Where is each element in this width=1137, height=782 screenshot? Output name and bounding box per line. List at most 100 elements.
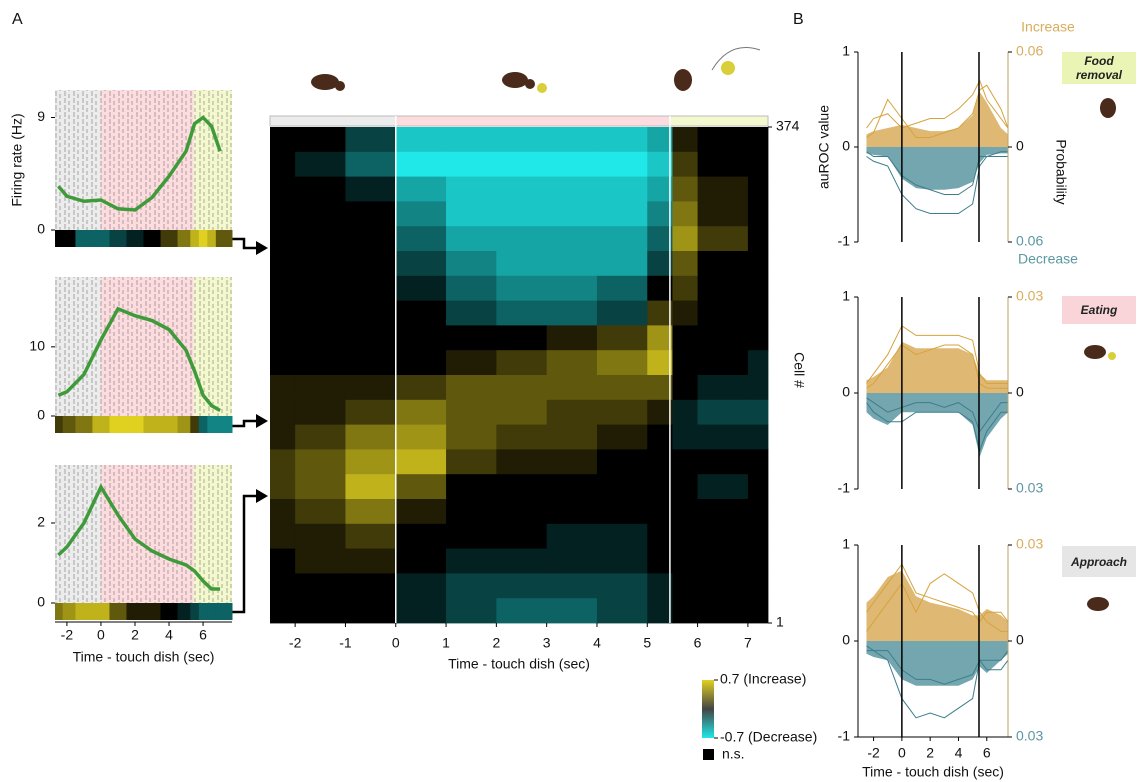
x-tick-label: 2 bbox=[131, 627, 139, 643]
auroc-line bbox=[866, 573, 1008, 632]
x-tick-label: -2 bbox=[867, 745, 880, 761]
heat-cell bbox=[446, 573, 497, 599]
mouse-icon bbox=[1084, 345, 1106, 359]
heat-cell bbox=[345, 226, 397, 252]
arrowheads bbox=[256, 241, 268, 503]
y2-tick-label: 0 bbox=[1016, 138, 1024, 154]
heat-cell bbox=[345, 499, 397, 525]
x-tick-label: -2 bbox=[289, 635, 302, 651]
heat-cell bbox=[596, 300, 648, 326]
auroc-strip bbox=[207, 416, 217, 433]
heat-cell bbox=[596, 151, 648, 177]
panel-label: B bbox=[793, 11, 804, 28]
heat-cell bbox=[496, 300, 548, 326]
heat-cell bbox=[647, 598, 673, 624]
heat-cell bbox=[747, 598, 769, 624]
mouse-icon bbox=[674, 69, 692, 91]
heat-cell bbox=[747, 350, 769, 376]
heat-cell bbox=[345, 127, 397, 153]
auroc-strip bbox=[109, 230, 127, 247]
heat-cell bbox=[496, 573, 548, 599]
arrowhead bbox=[256, 414, 268, 428]
colorbar-label: 0.7 (Increase) bbox=[720, 671, 806, 687]
heat-cell bbox=[697, 151, 749, 177]
y-axis-label: Firing rate (Hz) bbox=[9, 113, 25, 206]
auroc-line bbox=[866, 151, 1008, 195]
heat-cell bbox=[747, 424, 769, 450]
auroc-strip bbox=[92, 416, 110, 433]
heat-cell bbox=[672, 325, 698, 351]
heat-cell bbox=[596, 176, 648, 202]
heat-cell bbox=[496, 598, 548, 624]
y-tick-label: -1 bbox=[838, 480, 851, 496]
heat-cell bbox=[672, 548, 698, 574]
heat-cell bbox=[345, 251, 397, 277]
heat-cell bbox=[395, 127, 447, 153]
heat-cell bbox=[596, 474, 648, 500]
y-tick-label: 1 bbox=[842, 288, 850, 304]
heat-cell bbox=[747, 449, 769, 475]
heat-cell bbox=[446, 350, 497, 376]
heat-cell bbox=[647, 523, 673, 549]
heat-cell bbox=[596, 251, 648, 277]
auroc-strip bbox=[143, 603, 162, 620]
heat-cell bbox=[672, 499, 698, 525]
auroc-strip bbox=[126, 603, 144, 620]
heat-cell bbox=[395, 226, 447, 252]
heat-cell bbox=[697, 201, 749, 227]
heat-cell bbox=[672, 275, 698, 301]
heat-cell bbox=[647, 251, 673, 277]
heat-cell bbox=[546, 399, 598, 425]
heat-cell bbox=[270, 523, 296, 549]
heat-cell bbox=[546, 176, 598, 202]
heat-cell bbox=[395, 399, 447, 425]
heat-cell bbox=[395, 300, 447, 326]
auroc-strip bbox=[160, 603, 179, 620]
colorbar-label: -0.7 (Decrease) bbox=[720, 729, 817, 745]
heat-cell bbox=[496, 151, 548, 177]
heat-cell bbox=[747, 226, 769, 252]
heat-cell bbox=[647, 350, 673, 376]
heat-cell bbox=[496, 251, 548, 277]
heat-cell bbox=[270, 424, 296, 450]
heat-cell bbox=[270, 251, 296, 277]
heat-cell bbox=[647, 300, 673, 326]
heat-cell bbox=[270, 399, 296, 425]
heat-cell bbox=[697, 127, 749, 153]
heat-cell bbox=[496, 499, 548, 525]
heat-cell bbox=[546, 598, 598, 624]
y2-tick-label: 0.06 bbox=[1016, 43, 1043, 59]
auroc-strip bbox=[190, 416, 200, 433]
epoch-approach bbox=[269, 115, 397, 127]
heat-cell bbox=[697, 325, 749, 351]
x-tick-label: 2 bbox=[492, 635, 500, 651]
heat-cell bbox=[672, 226, 698, 252]
heat-cell bbox=[295, 523, 346, 549]
heat-cell bbox=[345, 201, 397, 227]
heat-cell bbox=[596, 275, 648, 301]
heat-cell bbox=[496, 375, 548, 401]
y-tick-label: -1 bbox=[838, 233, 851, 249]
heat-cell bbox=[446, 474, 497, 500]
x-axis-label: Time - touch dish (sec) bbox=[73, 649, 215, 665]
x-tick-label: 6 bbox=[199, 627, 207, 643]
heat-cell bbox=[596, 375, 648, 401]
arrows bbox=[232, 237, 256, 614]
heat-cell bbox=[747, 151, 769, 177]
heat-cell bbox=[345, 325, 397, 351]
heat-cell bbox=[596, 548, 648, 574]
heat-cell bbox=[446, 201, 497, 227]
colorbar bbox=[702, 680, 714, 738]
heat-cell bbox=[446, 499, 497, 525]
heat-cell bbox=[345, 523, 397, 549]
heat-cell bbox=[546, 251, 598, 277]
auroc-strip bbox=[109, 416, 127, 433]
y2-tick-label: 0.03 bbox=[1016, 288, 1043, 304]
y2-tick-label: 0 bbox=[1016, 384, 1024, 400]
heat-cell bbox=[697, 523, 749, 549]
heat-cell bbox=[295, 598, 346, 624]
heat-cell bbox=[697, 548, 749, 574]
series-label: Increase bbox=[1021, 19, 1075, 35]
y-tick-label: 0 bbox=[842, 384, 850, 400]
y-tick-label: 0 bbox=[37, 221, 45, 237]
